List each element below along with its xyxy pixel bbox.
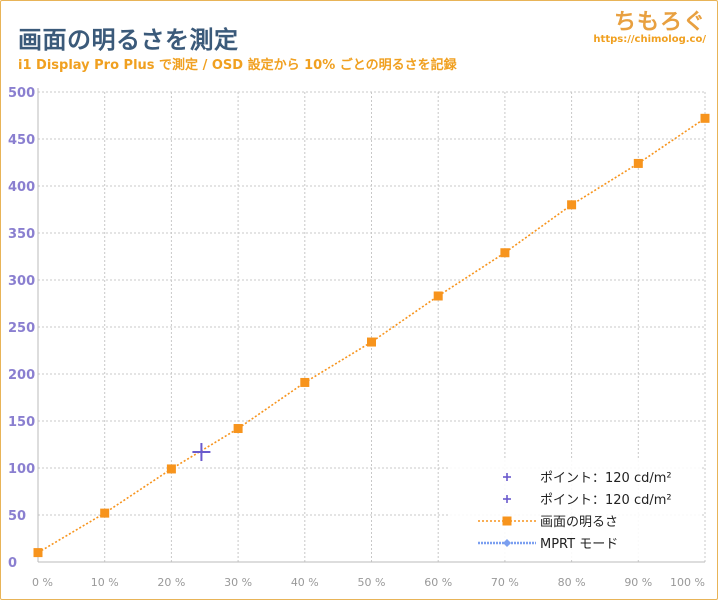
x-tick-label: 90 % [624, 576, 652, 589]
series-layer [33, 113, 710, 558]
brightness-point [166, 464, 176, 474]
x-tick-label: 100 % [670, 576, 705, 589]
x-tick-label: 50 % [358, 576, 386, 589]
legend-label: MPRT モード [540, 537, 618, 552]
y-tick-label: 150 [8, 415, 35, 430]
brightness-point [700, 113, 710, 123]
y-tick-label: 300 [8, 274, 35, 289]
brightness-point [300, 377, 310, 387]
brand-logo: ちもろぐ [613, 10, 706, 35]
brightness-point [233, 424, 243, 434]
axes [37, 88, 705, 563]
y-tick-label: 0 [8, 556, 17, 571]
brightness-point [367, 337, 376, 347]
legend: ポイント：120 cd/m² ポイント：120 cd/m² 画面の明るさ MPRT モ… [448, 458, 702, 558]
y-tick-label: 350 [8, 227, 35, 242]
x-tick-label: 0 % [32, 576, 53, 589]
y-tick-label: 400 [8, 180, 35, 195]
y-tick-label: 100 [8, 462, 35, 477]
brightness-point [100, 508, 110, 518]
brand-url: https://chimolog.co/ [593, 34, 706, 45]
chart-subtitle: i1 Display Pro Plus で測定 / OSD 設定から 10% ご… [18, 58, 457, 73]
legend-label: 画面の明るさ [540, 515, 618, 530]
x-tick-label: 70 % [491, 576, 519, 589]
x-tick-label: 20 % [157, 576, 185, 589]
chart-title: 画面の明るさを測定 [18, 26, 239, 54]
y-tick-labels: 0 50 100 150 200 250 300 350 400 450 500 [8, 86, 35, 571]
y-tick-label: 250 [8, 321, 35, 336]
legend-diamond-icon [503, 539, 511, 547]
x-tick-label: 30 % [224, 576, 252, 589]
legend-label: ポイント：120 cd/m² [540, 471, 672, 486]
brightness-point [567, 200, 577, 210]
legend-label: ポイント：120 cd/m² [540, 493, 672, 508]
brightness-point [433, 291, 443, 301]
y-tick-label: 500 [8, 86, 35, 101]
brightness-point [500, 248, 510, 258]
legend-box [448, 458, 702, 558]
x-tick-label: 10 % [91, 576, 119, 589]
x-tick-label: 60 % [424, 576, 452, 589]
y-tick-label: 50 [8, 509, 26, 524]
x-tick-labels: 0 % 10 % 20 % 30 % 40 % 50 % 60 % 70 % 80 % 90 % 1… [32, 576, 705, 589]
y-tick-label: 200 [8, 368, 35, 383]
brand: ちもろぐ https://chimolog.co/ [593, 4, 706, 45]
x-tick-label: 40 % [291, 576, 319, 589]
brightness-point [633, 158, 643, 168]
grid-lines [38, 91, 706, 562]
legend-square-icon [502, 516, 512, 526]
y-tick-label: 450 [8, 133, 35, 148]
brightness-point [33, 548, 43, 558]
x-tick-label: 80 % [558, 576, 586, 589]
